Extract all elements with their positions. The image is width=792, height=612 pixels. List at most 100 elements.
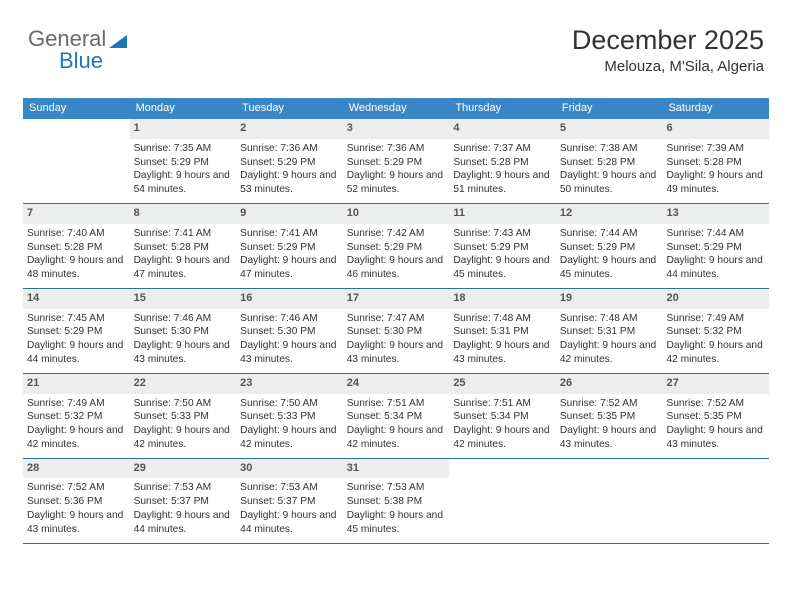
day-number: 24 <box>343 374 450 394</box>
day-number: 12 <box>556 204 663 224</box>
calendar-day-cell: 9Sunrise: 7:41 AMSunset: 5:29 PMDaylight… <box>236 204 343 288</box>
day-number: 19 <box>556 289 663 309</box>
calendar-day-cell: 5 Sunrise: 7:38 AMSunset: 5:28 PMDaylight… <box>556 119 663 203</box>
calendar-day-cell: 24Sunrise: 7:51 AMSunset: 5:34 PMDayligh… <box>343 374 450 458</box>
calendar-header-row: SundayMondayTuesdayWednesdayThursdayFrid… <box>23 98 769 119</box>
day-number: 28 <box>23 459 130 479</box>
day-number: 23 <box>236 374 343 394</box>
calendar-day-cell: 19 Sunrise: 7:48 AMSunset: 5:31 PMDayligh… <box>556 289 663 373</box>
calendar-day-cell: 10 Sunrise: 7:42 AMSunset: 5:29 PMDayligh… <box>343 204 450 288</box>
day-details: Sunrise: 7:38 AMSunset: 5:28 PMDaylight:… <box>560 142 659 197</box>
day-details: Sunrise: 7:42 AMSunset: 5:29 PMDaylight:… <box>347 227 446 282</box>
day-details: Sunrise: 7:44 AMSunset: 5:29 PMDaylight:… <box>560 227 659 282</box>
brand-triangle-icon <box>109 28 127 54</box>
day-number: 5 <box>556 119 663 139</box>
day-details: Sunrise: 7:35 AMSunset: 5:29 PMDaylight:… <box>134 142 233 197</box>
calendar-day-cell: . <box>449 459 556 543</box>
day-number: 26 <box>556 374 663 394</box>
calendar-day-cell: 26 Sunrise: 7:52 AMSunset: 5:35 PMDayligh… <box>556 374 663 458</box>
day-details: Sunrise: 7:52 AMSunset: 5:35 PMDaylight:… <box>560 397 659 452</box>
calendar-week-row: 7 Sunrise: 7:40 AMSunset: 5:28 PMDaylight… <box>23 204 769 289</box>
day-number: 15 <box>130 289 237 309</box>
calendar-day-cell: 27Sunrise: 7:52 AMSunset: 5:35 PMDayligh… <box>662 374 769 458</box>
day-details: Sunrise: 7:39 AMSunset: 5:28 PMDaylight:… <box>666 142 765 197</box>
calendar-day-cell: 7 Sunrise: 7:40 AMSunset: 5:28 PMDaylight… <box>23 204 130 288</box>
day-number: 21 <box>23 374 130 394</box>
day-number: 20 <box>662 289 769 309</box>
day-details: Sunrise: 7:49 AMSunset: 5:32 PMDaylight:… <box>27 397 126 452</box>
day-number: 11 <box>449 204 556 224</box>
day-number: 8 <box>130 204 237 224</box>
calendar-day-cell: 29Sunrise: 7:53 AMSunset: 5:37 PMDayligh… <box>130 459 237 543</box>
calendar-day-cell: 30Sunrise: 7:53 AMSunset: 5:37 PMDayligh… <box>236 459 343 543</box>
day-details: Sunrise: 7:36 AMSunset: 5:29 PMDaylight:… <box>347 142 446 197</box>
calendar-day-cell: 8 Sunrise: 7:41 AMSunset: 5:28 PMDaylight… <box>130 204 237 288</box>
calendar-day-cell: 20 Sunrise: 7:49 AMSunset: 5:32 PMDayligh… <box>662 289 769 373</box>
calendar-day-cell: 4 Sunrise: 7:37 AMSunset: 5:28 PMDaylight… <box>449 119 556 203</box>
calendar-day-cell: . <box>662 459 769 543</box>
day-number: 2 <box>236 119 343 139</box>
calendar-day-cell: 15 Sunrise: 7:46 AMSunset: 5:30 PMDayligh… <box>130 289 237 373</box>
calendar-day-cell: 1 Sunrise: 7:35 AMSunset: 5:29 PMDaylight… <box>130 119 237 203</box>
day-number: 17 <box>343 289 450 309</box>
day-number: 27 <box>662 374 769 394</box>
day-number: 14 <box>23 289 130 309</box>
calendar: SundayMondayTuesdayWednesdayThursdayFrid… <box>23 98 769 544</box>
day-details: Sunrise: 7:53 AMSunset: 5:37 PMDaylight:… <box>134 481 233 536</box>
title-block: December 2025 Melouza, M'Sila, Algeria <box>572 25 764 75</box>
calendar-header-cell: Monday <box>130 98 237 119</box>
day-number: 1 <box>130 119 237 139</box>
day-details: Sunrise: 7:41 AMSunset: 5:29 PMDaylight:… <box>240 227 339 282</box>
day-details: Sunrise: 7:44 AMSunset: 5:29 PMDaylight:… <box>666 227 765 282</box>
day-details: Sunrise: 7:48 AMSunset: 5:31 PMDaylight:… <box>453 312 552 367</box>
calendar-week-row: .1 Sunrise: 7:35 AMSunset: 5:29 PMDayligh… <box>23 119 769 204</box>
day-details: Sunrise: 7:41 AMSunset: 5:28 PMDaylight:… <box>134 227 233 282</box>
calendar-header-cell: Wednesday <box>343 98 450 119</box>
day-number: 29 <box>130 459 237 479</box>
calendar-day-cell: 12 Sunrise: 7:44 AMSunset: 5:29 PMDayligh… <box>556 204 663 288</box>
day-details: Sunrise: 7:49 AMSunset: 5:32 PMDaylight:… <box>666 312 765 367</box>
day-number: 31 <box>343 459 450 479</box>
calendar-day-cell: . <box>556 459 663 543</box>
day-number: 30 <box>236 459 343 479</box>
location: Melouza, M'Sila, Algeria <box>572 58 764 75</box>
calendar-day-cell: 31Sunrise: 7:53 AMSunset: 5:38 PMDayligh… <box>343 459 450 543</box>
day-details: Sunrise: 7:46 AMSunset: 5:30 PMDaylight:… <box>240 312 339 367</box>
calendar-day-cell: 28Sunrise: 7:52 AMSunset: 5:36 PMDayligh… <box>23 459 130 543</box>
day-details: Sunrise: 7:37 AMSunset: 5:28 PMDaylight:… <box>453 142 552 197</box>
day-number: 18 <box>449 289 556 309</box>
day-number: 13 <box>662 204 769 224</box>
day-number: 6 <box>662 119 769 139</box>
calendar-day-cell: 23 Sunrise: 7:50 AMSunset: 5:33 PMDayligh… <box>236 374 343 458</box>
calendar-week-row: 14 Sunrise: 7:45 AMSunset: 5:29 PMDayligh… <box>23 289 769 374</box>
day-details: Sunrise: 7:50 AMSunset: 5:33 PMDaylight:… <box>240 397 339 452</box>
day-number: 7 <box>23 204 130 224</box>
calendar-day-cell: 2Sunrise: 7:36 AMSunset: 5:29 PMDaylight… <box>236 119 343 203</box>
brand-part2: Blue <box>59 48 103 74</box>
calendar-day-cell: 18 Sunrise: 7:48 AMSunset: 5:31 PMDayligh… <box>449 289 556 373</box>
day-details: Sunrise: 7:46 AMSunset: 5:30 PMDaylight:… <box>134 312 233 367</box>
calendar-header-cell: Friday <box>556 98 663 119</box>
month-title: December 2025 <box>572 25 764 56</box>
day-number: 10 <box>343 204 450 224</box>
calendar-header-cell: Tuesday <box>236 98 343 119</box>
day-details: Sunrise: 7:53 AMSunset: 5:37 PMDaylight:… <box>240 481 339 536</box>
calendar-header-cell: Sunday <box>23 98 130 119</box>
calendar-day-cell: 16 Sunrise: 7:46 AMSunset: 5:30 PMDayligh… <box>236 289 343 373</box>
calendar-header-cell: Thursday <box>449 98 556 119</box>
calendar-day-cell: 11Sunrise: 7:43 AMSunset: 5:29 PMDayligh… <box>449 204 556 288</box>
calendar-week-row: 28Sunrise: 7:52 AMSunset: 5:36 PMDayligh… <box>23 459 769 544</box>
calendar-day-cell: . <box>23 119 130 203</box>
day-details: Sunrise: 7:48 AMSunset: 5:31 PMDaylight:… <box>560 312 659 367</box>
calendar-day-cell: 3 Sunrise: 7:36 AMSunset: 5:29 PMDaylight… <box>343 119 450 203</box>
calendar-header-cell: Saturday <box>662 98 769 119</box>
day-number: 4 <box>449 119 556 139</box>
day-details: Sunrise: 7:45 AMSunset: 5:29 PMDaylight:… <box>27 312 126 367</box>
day-details: Sunrise: 7:40 AMSunset: 5:28 PMDaylight:… <box>27 227 126 282</box>
day-details: Sunrise: 7:50 AMSunset: 5:33 PMDaylight:… <box>134 397 233 452</box>
day-number: 16 <box>236 289 343 309</box>
calendar-weeks: .1Sunrise: 7:35 AMSunset: 5:29 PMDayligh… <box>23 119 769 544</box>
day-number: 3 <box>343 119 450 139</box>
day-details: Sunrise: 7:52 AMSunset: 5:36 PMDaylight:… <box>27 481 126 536</box>
day-details: Sunrise: 7:47 AMSunset: 5:30 PMDaylight:… <box>347 312 446 367</box>
